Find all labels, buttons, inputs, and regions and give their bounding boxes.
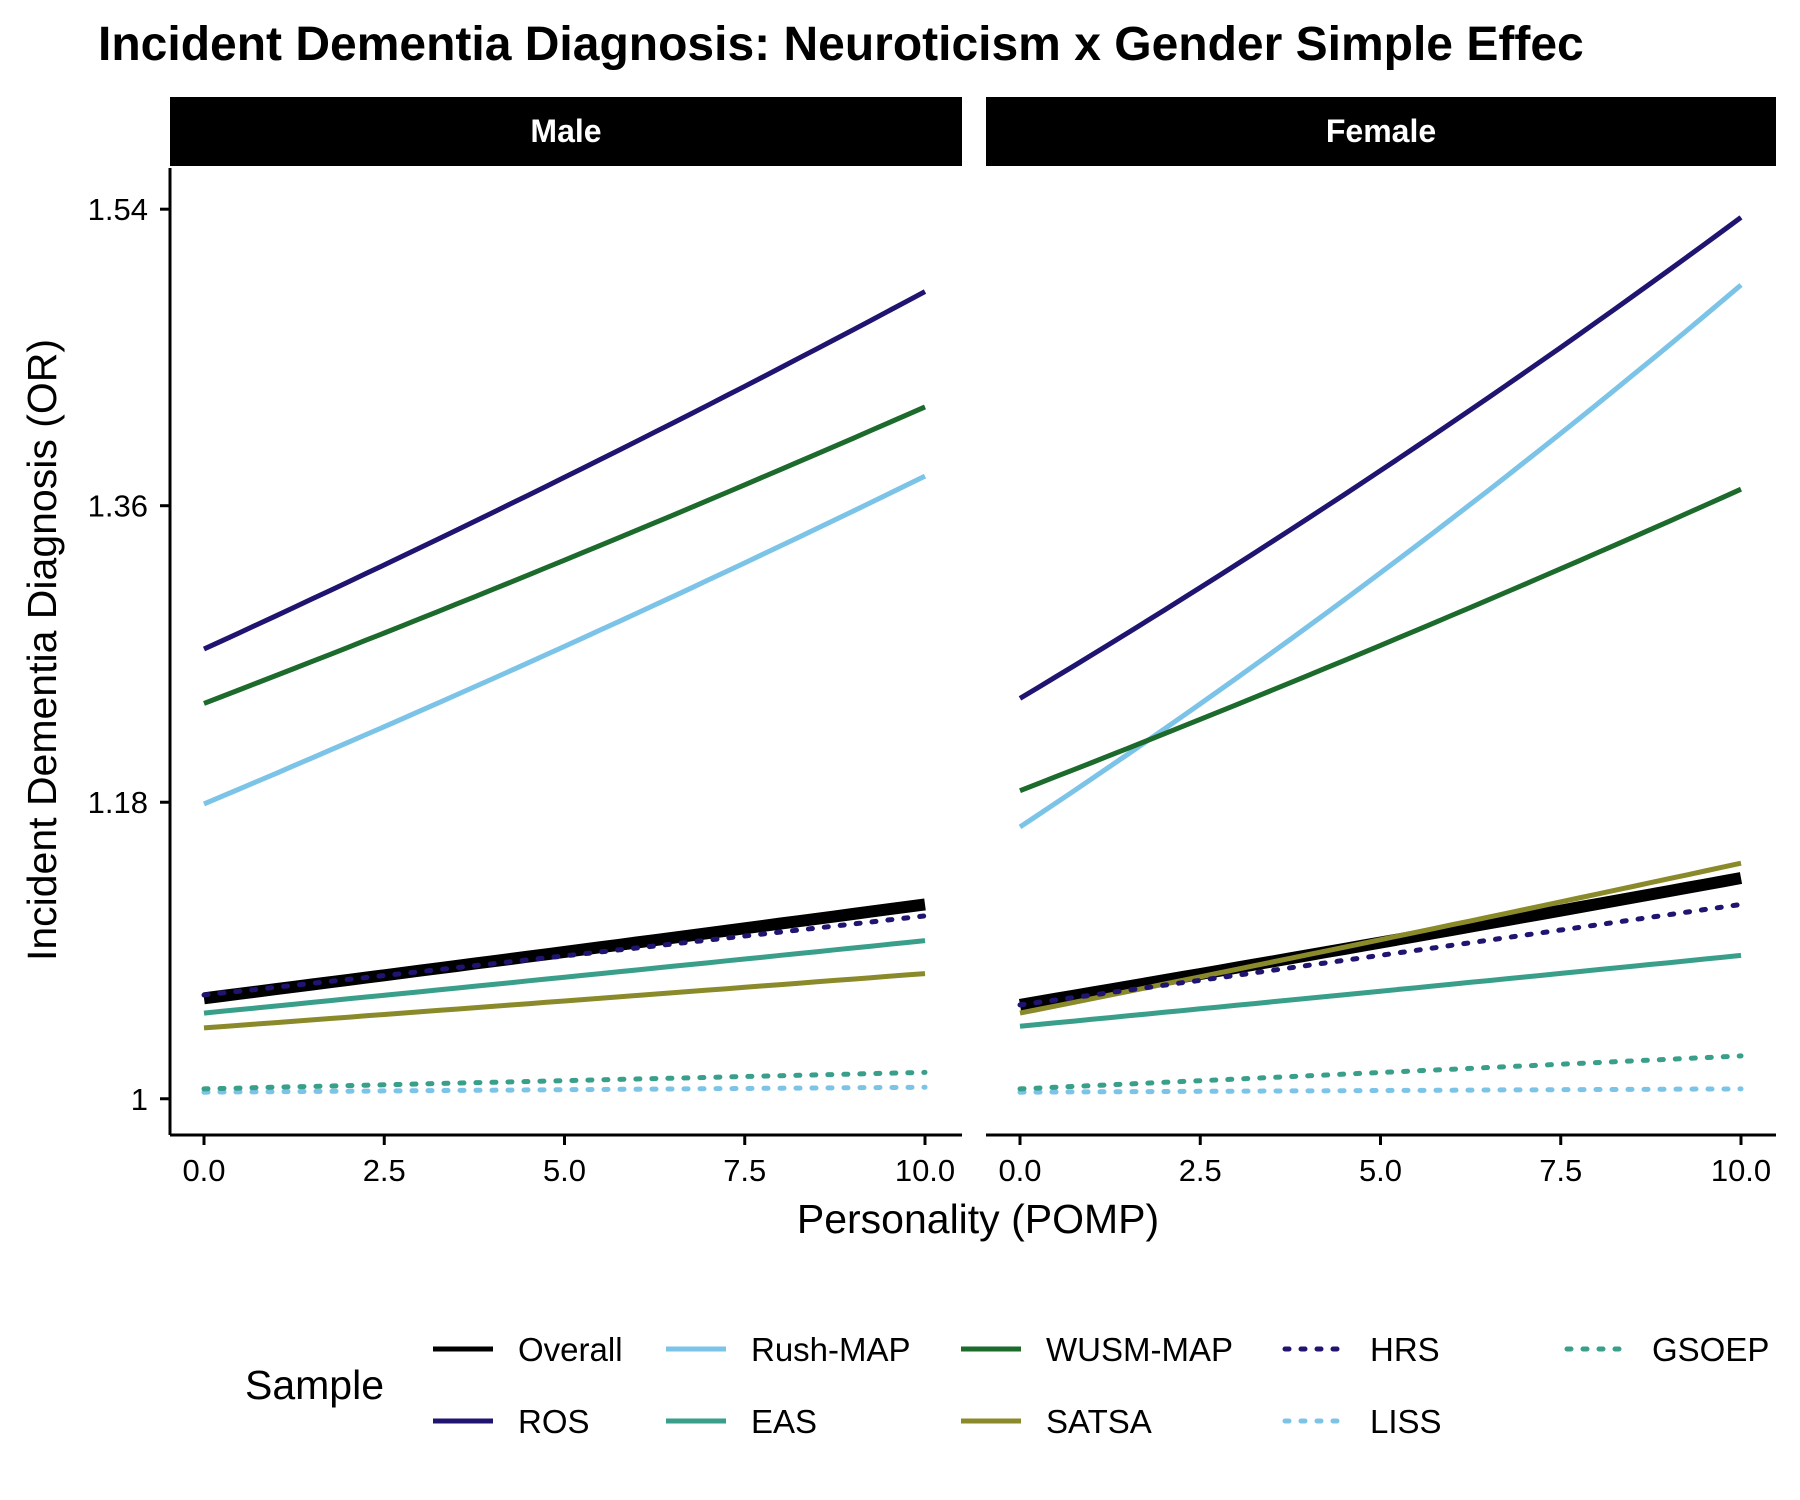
x-tick-label-female-7-5: 7.5 (1539, 1153, 1582, 1188)
x-tick-label-male-7-5: 7.5 (723, 1153, 766, 1188)
x-tick-label-female-2-5: 2.5 (1179, 1153, 1222, 1188)
strip-label-female: Female (1326, 113, 1436, 149)
strip-female (986, 97, 1776, 166)
series-line-male-liss (201, 1084, 928, 1095)
series-line-male-satsa (203, 971, 926, 1031)
legend-label-gsoep: GSOEP (1652, 1331, 1769, 1368)
strip-male (170, 97, 962, 166)
y-tick-label-1: 1 (131, 1082, 148, 1117)
legend-label-rush-map: Rush-MAP (751, 1331, 911, 1368)
series-line-female-ros (1018, 215, 1743, 701)
series-line-male-ros (202, 289, 927, 652)
legend-label-eas: EAS (751, 1403, 817, 1440)
legend-label-liss: LISS (1370, 1403, 1442, 1440)
x-tick-label-male-5-0: 5.0 (543, 1153, 586, 1188)
series-line-female-liss (1017, 1086, 1744, 1095)
y-tick-label-1-36: 1.36 (88, 489, 148, 524)
x-axis-title: Personality (POMP) (797, 1196, 1159, 1242)
legend-title: Sample (245, 1362, 384, 1408)
x-tick-label-female-10-0: 10.0 (1711, 1153, 1771, 1188)
series-line-female-overall (1018, 872, 1743, 1011)
series-line-female-eas (1019, 952, 1742, 1029)
series-line-male-eas (203, 938, 926, 1016)
series-line-female-satsa (1019, 860, 1742, 1016)
legend-label-hrs: HRS (1370, 1331, 1440, 1368)
legend-label-overall: Overall (518, 1331, 623, 1368)
legend-label-satsa: SATSA (1046, 1403, 1152, 1440)
y-axis-title: Incident Dementia Diagnosis (OR) (19, 339, 65, 961)
x-tick-label-male-2-5: 2.5 (363, 1153, 406, 1188)
y-tick-label-1-54: 1.54 (88, 192, 148, 227)
x-tick-label-female-5-0: 5.0 (1359, 1153, 1402, 1188)
series-line-male-wusm-map (203, 404, 927, 706)
series-line-female-wusm-map (1019, 486, 1743, 794)
series-line-male-overall (203, 898, 926, 1005)
panel-female: Female 0.0 2.5 5.0 7.5 10.0 (986, 97, 1776, 1188)
y-tick-label-1-18: 1.18 (88, 785, 148, 820)
legend-label-wusm-map: WUSM-MAP (1046, 1331, 1233, 1368)
series-line-male-rush-map (203, 473, 927, 807)
series-line-female-gsoep (1017, 1053, 1744, 1092)
chart-title: Incident Dementia Diagnosis: Neuroticism… (98, 18, 1584, 71)
panel-male: Male 0.0 2.5 5.0 7.5 10.0 (170, 97, 962, 1188)
x-tick-label-female-0-0: 0.0 (998, 1153, 1041, 1188)
legend-label-ros: ROS (518, 1403, 590, 1440)
x-tick-label-male-10-0: 10.0 (895, 1153, 955, 1188)
legend: Sample Overall ROS Rush-MAP EAS WUSM-MAP SATS… (245, 1331, 1769, 1440)
series-line-female-hrs (1017, 901, 1744, 1008)
strip-label-male: Male (530, 113, 601, 149)
x-tick-label-male-0-0: 0.0 (182, 1153, 225, 1188)
plot-root: 1 1.18 1.36 1.54 Male 0.0 2.5 5.0 7.5 10.0 Female 0… (88, 97, 1776, 1188)
